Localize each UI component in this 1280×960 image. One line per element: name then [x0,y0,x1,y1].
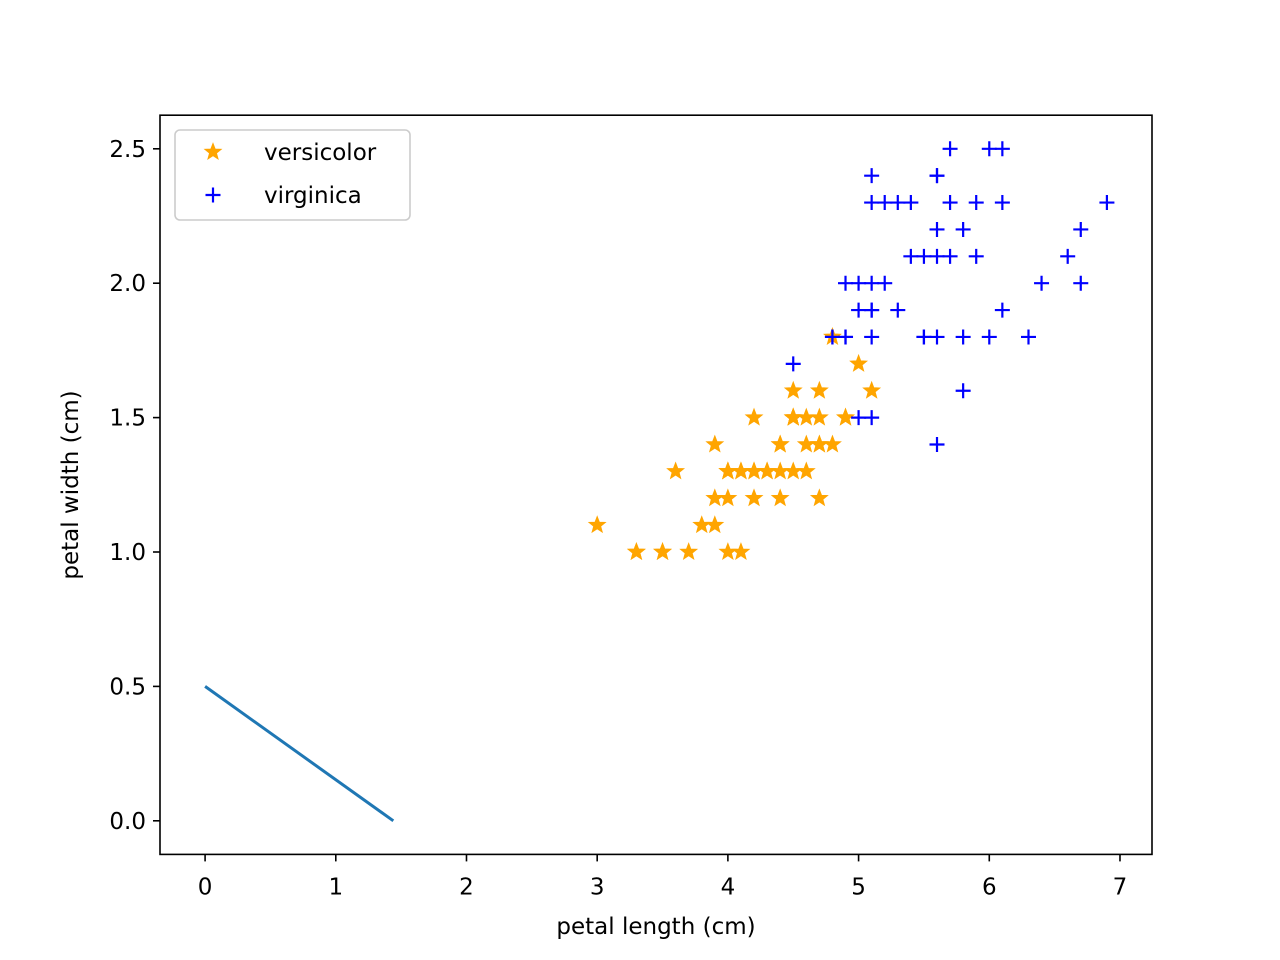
legend-box [174,129,411,221]
x-tick-label: 6 [982,874,997,900]
data-point-virginica [916,329,932,345]
x-axis-label: petal length (cm) [556,914,755,940]
data-point-virginica [929,436,945,452]
data-point-versicolor [679,542,699,561]
y-axis: 0.0 0.5 1.0 1.5 2.0 2.5 [109,137,160,835]
data-point-virginica [864,168,880,184]
data-point-versicolor [731,542,751,561]
data-point-versicolor [783,407,803,426]
data-point-versicolor [809,380,829,399]
data-point-virginica [824,329,840,345]
data-point-virginica [942,195,958,211]
data-point-versicolor [770,434,790,453]
data-point-versicolor [744,488,764,507]
y-tick-label: 0.5 [109,674,146,700]
x-tick-label: 1 [328,874,343,900]
data-point-virginica [916,248,932,264]
data-point-versicolor [744,407,764,426]
x-tick-label: 4 [721,874,736,900]
x-tick-label: 7 [1113,874,1128,900]
data-point-virginica [903,248,919,264]
data-point-virginica [851,275,867,291]
data-point-virginica [968,248,984,264]
data-point-virginica [929,329,945,345]
data-point-virginica [864,302,880,318]
data-point-versicolor [692,515,712,534]
data-point-virginica [1020,329,1036,345]
data-point-virginica [994,302,1010,318]
legend-marker-virginica [205,187,221,203]
data-point-virginica [890,302,906,318]
data-point-virginica [929,248,945,264]
data-point-versicolor [862,380,882,399]
data-point-virginica [1073,221,1089,237]
y-tick-label: 2.0 [109,271,146,297]
data-point-versicolor [626,542,646,561]
data-point-virginica [942,141,958,157]
legend-label: virginica [264,183,362,209]
data-point-virginica [968,195,984,211]
data-point-versicolor [666,461,686,480]
legend-marker-versicolor [203,142,223,161]
data-point-virginica [1099,195,1115,211]
legend: versicolor virginica [174,129,411,221]
x-tick-label: 2 [459,874,474,900]
data-point-virginica [851,410,867,426]
data-point-virginica [851,302,867,318]
y-tick-label: 1.0 [109,540,146,566]
data-point-virginica [785,356,801,372]
data-point-versicolor [653,542,672,561]
data-point-virginica [877,195,893,211]
data-point-virginica [981,141,997,157]
data-point-versicolor [809,407,829,426]
data-point-virginica [994,195,1010,211]
data-point-versicolor [849,353,869,372]
data-point-versicolor [836,407,855,426]
data-point-versicolor [783,380,803,399]
y-tick-label: 2.5 [109,137,146,163]
data-point-virginica [864,275,880,291]
data-marks [204,141,1115,823]
data-point-virginica [929,221,945,237]
data-point-virginica [942,248,958,264]
data-point-virginica [877,275,893,291]
data-point-virginica [955,329,971,345]
data-point-versicolor [823,434,842,453]
y-tick-label: 0.0 [109,809,146,835]
data-point-virginica [1073,275,1089,291]
data-point-virginica [864,329,880,345]
y-tick-label: 1.5 [109,406,146,432]
data-point-virginica [955,383,971,399]
data-point-virginica [903,195,919,211]
data-point-versicolor [796,461,816,480]
data-point-versicolor [757,461,777,480]
data-point-versicolor [770,488,790,507]
axes-frame [159,114,1153,856]
data-point-virginica [929,168,945,184]
y-axis-label: petal width (cm) [58,390,84,579]
x-tick-label: 5 [851,874,866,900]
data-point-virginica [1060,248,1076,264]
data-point-virginica [981,329,997,345]
data-point-virginica [838,329,854,345]
data-point-virginica [994,141,1010,157]
data-point-virginica [1034,275,1050,291]
x-tick-label: 3 [590,874,605,900]
data-point-versicolor [731,461,751,480]
data-point-virginica [838,275,854,291]
data-point-versicolor [809,488,829,507]
x-axis: 0 1 2 3 4 5 6 7 [198,854,1128,900]
legend-label: versicolor [264,140,377,166]
data-point-virginica [864,410,880,426]
data-point-virginica [955,221,971,237]
data-point-versicolor [718,488,738,507]
data-point-virginica [864,195,880,211]
x-tick-label: 0 [198,874,213,900]
data-point-versicolor [705,434,725,453]
data-point-versicolor [587,515,607,534]
series-line [204,685,395,823]
data-point-versicolor [796,434,816,453]
data-point-virginica [890,195,906,211]
